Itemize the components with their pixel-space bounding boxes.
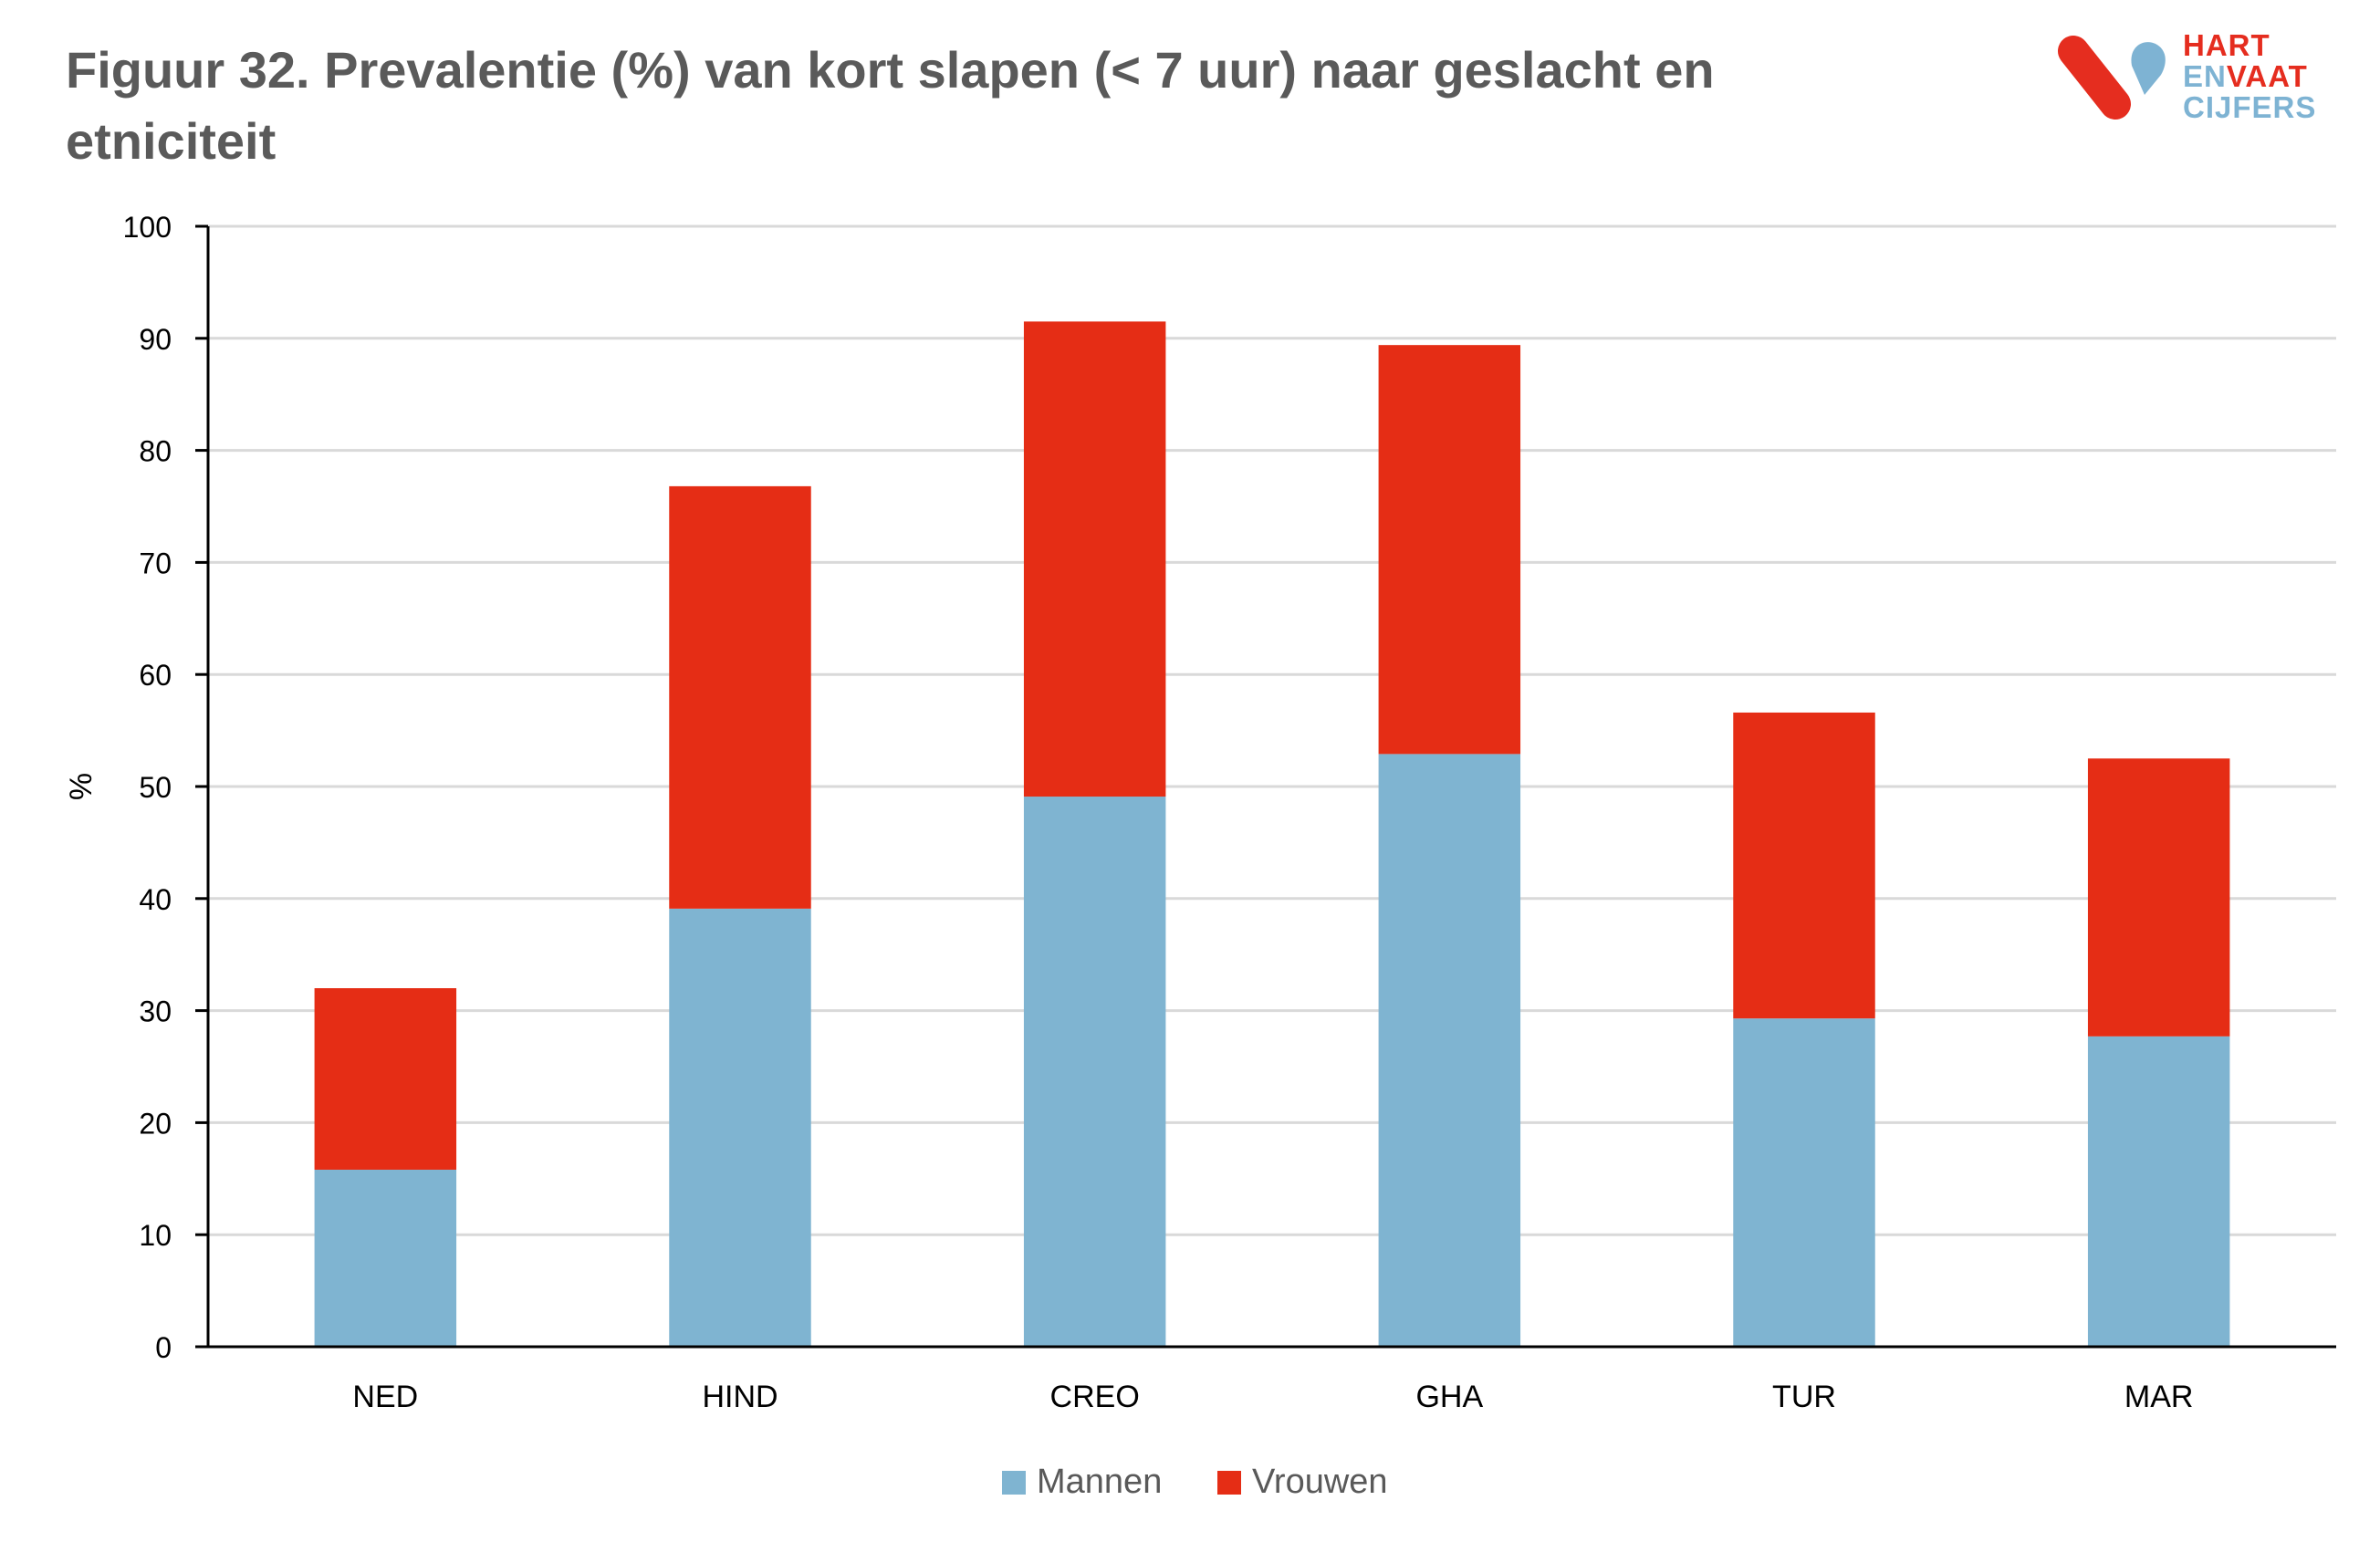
bar-ned-mannen <box>314 1169 457 1347</box>
bar-gha-vrouwen <box>1378 345 1521 755</box>
legend-label-vrouwen: Vrouwen <box>1252 1463 1388 1501</box>
y-tick-label: 80 <box>139 435 172 468</box>
y-tick-label: 60 <box>139 659 172 692</box>
legend-swatch-mannen <box>1002 1471 1026 1495</box>
bar-creo-mannen <box>1023 797 1166 1347</box>
logo-text-vaat: VAAT <box>2226 59 2308 93</box>
logo-text-en: EN <box>2183 59 2227 93</box>
bar-gha-mannen <box>1378 754 1521 1347</box>
bar-hind-vrouwen <box>669 485 811 909</box>
bar-tur-mannen <box>1733 1018 1875 1347</box>
legend-label-mannen: Mannen <box>1037 1463 1162 1501</box>
y-tick-label: 90 <box>139 323 172 356</box>
x-tick-label-tur: TUR <box>1772 1380 1836 1414</box>
logo-text-hart: HART <box>2183 28 2270 62</box>
x-tick-labels: NED HIND CREO GHA TUR MAR <box>352 1380 2193 1414</box>
y-tick-label: 70 <box>139 547 172 579</box>
legend: Mannen Vrouwen <box>1002 1463 1388 1501</box>
y-tick-label: 10 <box>139 1219 172 1252</box>
y-tick-label: 100 <box>123 211 172 244</box>
x-tick-label-gha: GHA <box>1415 1380 1483 1414</box>
x-tick-label-mar: MAR <box>2124 1380 2194 1414</box>
x-tick-label-hind: HIND <box>702 1380 778 1414</box>
bars <box>314 321 2230 1347</box>
y-tick-label: 50 <box>139 771 172 804</box>
bar-mar-vrouwen <box>2087 758 2230 1037</box>
logo-text-cijfers: CIJFERS <box>2183 90 2317 124</box>
y-tick-label: 30 <box>139 995 172 1028</box>
bar-creo-vrouwen <box>1023 321 1166 797</box>
x-tick-label-creo: CREO <box>1050 1380 1140 1414</box>
y-tick-labels: 0 10 20 30 40 50 60 70 80 90 100 <box>123 211 208 1364</box>
y-tick-label: 0 <box>155 1331 172 1364</box>
y-tick-label: 20 <box>139 1107 172 1140</box>
y-tick-label: 40 <box>139 883 172 916</box>
logo-heart-icon <box>2058 36 2166 120</box>
logo-text-envaat: ENVAAT <box>2183 60 2308 93</box>
gridlines <box>208 224 2336 1236</box>
chart-title: Figuur 32. Prevalentie (%) van kort slap… <box>66 41 1715 170</box>
bar-mar-mannen <box>2087 1036 2230 1347</box>
x-tick-label-ned: NED <box>352 1380 418 1414</box>
bar-ned-vrouwen <box>314 988 457 1170</box>
legend-swatch-vrouwen <box>1217 1471 1241 1495</box>
bar-tur-vrouwen <box>1733 712 1875 1019</box>
hartenvaatcijfers-logo: HART ENVAAT CIJFERS <box>2053 26 2354 126</box>
bar-hind-mannen <box>669 908 811 1347</box>
y-axis-label: % <box>64 773 99 800</box>
